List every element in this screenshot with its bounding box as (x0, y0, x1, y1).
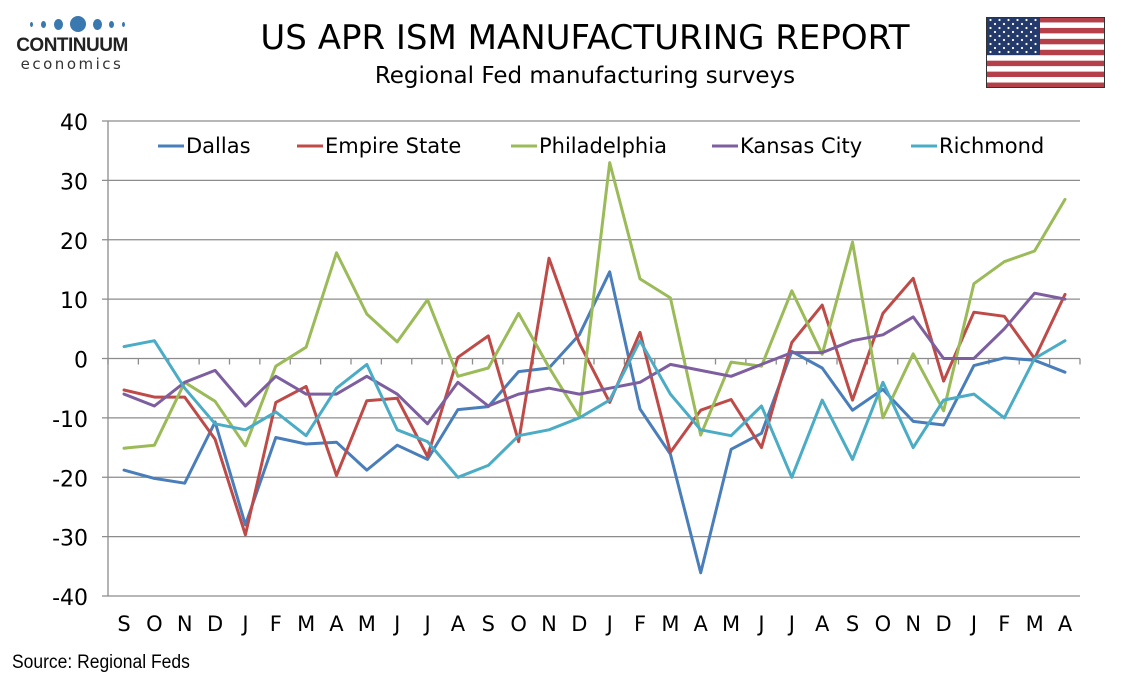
series-line-kansas-city (122, 291, 1067, 426)
y-tick-label: 30 (60, 170, 88, 195)
continuum-logo: CONTINUUM economics (12, 14, 132, 72)
logo-brand: CONTINUUM (16, 35, 128, 56)
x-tick-label: N (905, 612, 921, 636)
legend-label: Dallas (186, 134, 251, 158)
y-tick-label: -40 (52, 586, 88, 611)
legend-label: Philadelphia (539, 134, 667, 158)
x-tick-label: D (935, 612, 951, 636)
legend-item-richmond: Richmond (911, 134, 1044, 158)
y-tick-label: 20 (60, 230, 88, 255)
x-tick-label: F (270, 612, 282, 636)
chart-subtitle: Regional Fed manufacturing surveys (374, 63, 796, 89)
y-tick-label: -30 (52, 527, 88, 552)
x-tick-label: A (694, 612, 709, 636)
y-tick-label: -10 (52, 408, 88, 433)
y-tick-labels: 40 30 20 10 0 -10 -20 -30 -40 (52, 111, 88, 611)
legend-label: Kansas City (740, 134, 862, 158)
source-note: Source: Regional Feds (12, 652, 190, 673)
series-line-richmond (122, 339, 1067, 479)
x-tick-label: F (998, 612, 1010, 636)
legend-item-kansas-city: Kansas City (712, 134, 862, 158)
x-tick-label: A (815, 612, 830, 636)
x-tick-label: D (571, 612, 587, 636)
logo-dots-icon (12, 14, 132, 34)
x-tick-label: J (392, 612, 400, 636)
x-tick-label: M (297, 612, 315, 636)
y-tick-label: 0 (74, 349, 88, 374)
gridlines (102, 120, 1080, 597)
x-tick-label: A (1058, 612, 1073, 636)
x-tick-label: J (240, 612, 248, 636)
series-lines (122, 161, 1067, 575)
x-tick-label: S (482, 612, 495, 636)
legend-item-philadelphia: Philadelphia (511, 134, 667, 158)
x-tick-label: S (846, 612, 859, 636)
x-tick-label: O (510, 612, 527, 636)
legend: Dallas Empire State Philadelphia Kansas Cit… (158, 134, 1044, 158)
x-tick-label: O (875, 612, 892, 636)
x-tick-label: M (1026, 612, 1044, 636)
x-tick-label: D (207, 612, 223, 636)
y-tick-label: -20 (52, 467, 88, 492)
x-tick-label: F (634, 612, 646, 636)
x-tick-label: N (177, 612, 193, 636)
x-tick-label: M (722, 612, 740, 636)
x-tick-label: A (329, 612, 344, 636)
series-line-philadelphia (122, 161, 1067, 450)
x-tick-label: J (756, 612, 764, 636)
x-tick-label: M (661, 612, 679, 636)
x-tick-label: S (117, 612, 130, 636)
x-tick-label: J (605, 612, 613, 636)
chart-title: US APR ISM MANUFACTURING REPORT (260, 18, 910, 58)
y-tick-label: 40 (60, 111, 88, 136)
x-tick-label: A (451, 612, 466, 636)
x-tick-label: J (422, 612, 430, 636)
x-tick-label: J (787, 612, 795, 636)
logo-subtitle: economics (20, 55, 124, 73)
series-line-empire-state (122, 256, 1067, 537)
x-tick-label: O (146, 612, 163, 636)
legend-label: Richmond (939, 134, 1044, 158)
legend-item-empire-state: Empire State (297, 134, 461, 158)
x-tick-label: N (541, 612, 557, 636)
legend-label: Empire State (325, 134, 461, 158)
legend-item-dallas: Dallas (158, 134, 251, 158)
us-flag-icon (986, 17, 1105, 88)
x-tick-label: M (358, 612, 376, 636)
axes (107, 121, 1081, 596)
y-tick-label: 10 (60, 289, 88, 314)
series-line-dallas (122, 270, 1067, 575)
x-tick-label: J (969, 612, 977, 636)
